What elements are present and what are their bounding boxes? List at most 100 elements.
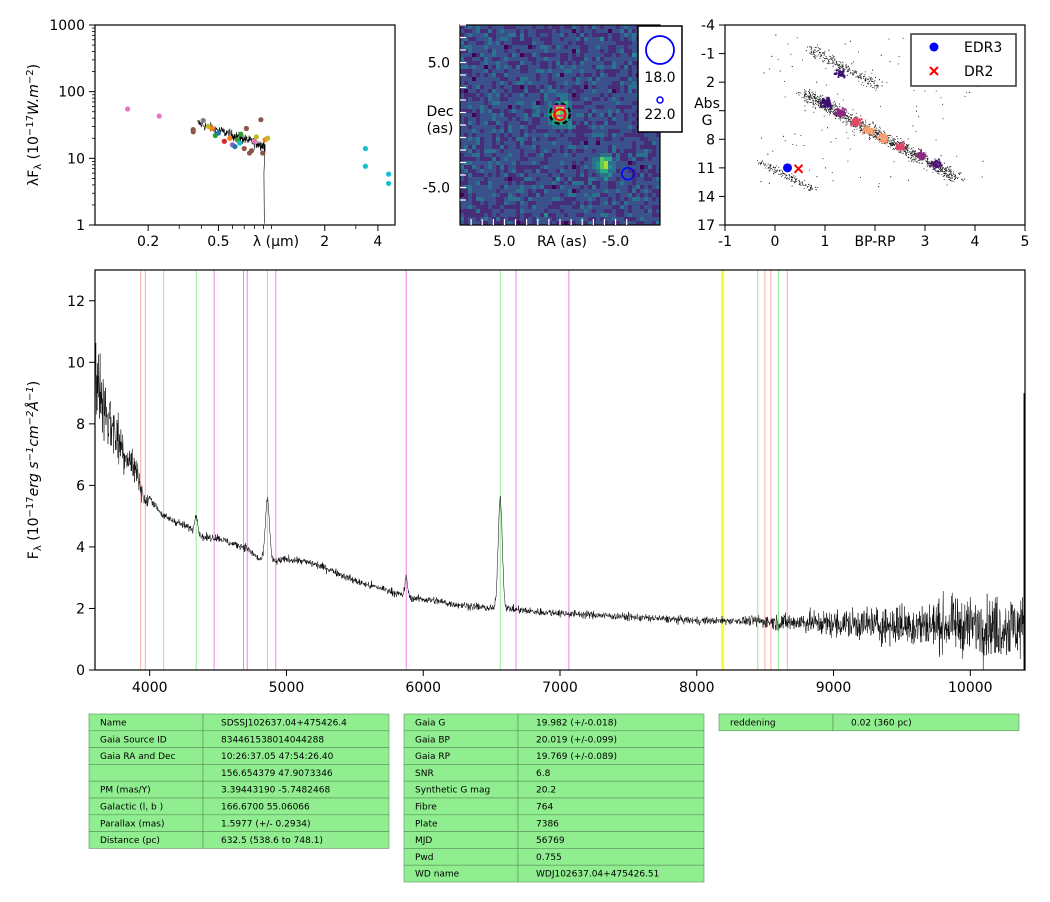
right-table: reddening 0.02 (360 pc) [718, 713, 1020, 732]
magnitude-legend: 18.0 22.0 [637, 25, 683, 133]
sed-x-axis-label: λ (μm) [253, 234, 299, 250]
middle-row-4-value: 20.2 [536, 786, 556, 796]
hr-y-axis-label-line2: G [702, 113, 713, 129]
hr-y-axis-label-line1: Abs [694, 96, 720, 112]
hr-y-tick-label-5: 14 [697, 189, 715, 205]
spectrum-line [95, 342, 1025, 670]
sed-point-29 [386, 180, 392, 187]
left-row-6-label: Parallax (mas) [100, 819, 164, 829]
sed-y-axis-label: λFλ (10−17W.m−2) [25, 64, 44, 186]
left-row-1-label: Gaia Source ID [100, 735, 167, 745]
middle-row-9-value: WDJ102637.04+475426.51 [536, 870, 659, 880]
sed-point-10 [227, 135, 233, 141]
sed-point-0 [125, 106, 131, 112]
legend-edr3-marker-icon [929, 42, 939, 52]
sed-y-tick-label-2: 100 [58, 85, 85, 101]
hr-y-tick-label-0: -4 [701, 18, 715, 34]
right-row-0-value-cell [832, 713, 1020, 732]
target-dashed-circle-icon [548, 102, 572, 125]
middle-row-5-value: 764 [536, 803, 553, 813]
left-row-0-label: Name [100, 719, 127, 729]
middle-table: Gaia G 19.982 (+/-0.018) Gaia BP 20.019 (+/… [403, 713, 705, 883]
legend-small-circle-icon [656, 96, 664, 104]
middle-row-0-value: 19.982 (+/-0.018) [536, 719, 617, 729]
spectrum-x-tick-label-5: 9000 [816, 680, 852, 696]
middle-row-2-value: 19.769 (+/-0.089) [536, 752, 617, 762]
middle-row-8-label: Pwd [415, 853, 434, 863]
legend-big-circle-icon [645, 35, 675, 65]
left-row-1-value: 834461538014044288 [221, 735, 324, 745]
sed-x-tick-label-3: 4 [373, 234, 382, 250]
image-y-tick-label-0: 5.0 [428, 56, 450, 72]
hr-y-tick-label-3: 8 [706, 132, 715, 148]
target-red-circle-icon [553, 108, 567, 122]
image-y-axis-label-line2: (as) [427, 121, 454, 137]
hr-x-axis-label: BP-RP [855, 234, 896, 250]
sed-x-tick-label-1: 0.5 [207, 234, 229, 250]
spectrum-y-tick-label-4: 8 [76, 417, 85, 433]
legend-dr2-label: DR2 [964, 64, 993, 80]
middle-row-5-label: Fibre [415, 803, 437, 813]
sed-point-9 [221, 138, 227, 144]
sed-point-17 [243, 125, 249, 132]
image-x-axis-label: RA (as) [537, 234, 587, 250]
sed-point-12 [232, 143, 238, 150]
middle-row-8-value: 0.755 [536, 853, 562, 863]
sed-point-1 [156, 113, 162, 119]
hr-edr3-point [783, 163, 792, 173]
image-panel: 5.0 -5.0 5.0 -5.0 RA (as) Dec (as) 18.0 22.… [423, 24, 683, 250]
sed-point-6 [209, 125, 215, 132]
spectrum-y-tick-label-2: 4 [76, 540, 85, 556]
image-y-axis-label-line1: Dec [426, 104, 453, 120]
sed-y-tick-label-0: 1 [76, 218, 85, 234]
hr-x-tick-label-1: 0 [771, 234, 780, 250]
left-row-4-value: 3.39443190 -5.7482468 [221, 786, 330, 796]
image-x-tick-label-0: 5.0 [493, 234, 515, 250]
image-y-tick-label-1: -5.0 [423, 181, 450, 197]
hr-diagram-panel: -1 0 1 3 4 5 -4 -1 2 8 11 14 17 BP-RP Abs G EDR3 DR2 [694, 18, 1029, 250]
sed-point-4 [200, 117, 206, 124]
sed-point-3 [190, 129, 196, 135]
middle-row-3-label: SNR [415, 769, 434, 779]
hr-legend-box [910, 33, 1017, 87]
middle-row-1-label: Gaia BP [415, 735, 451, 745]
sed-x-tick-label-0: 0.2 [137, 234, 159, 250]
left-table: Name SDSSJ102637.04+475426.4 Gaia Source I… [88, 713, 390, 849]
sed-point-26 [362, 145, 369, 152]
image-x-tick-label-1: -5.0 [602, 234, 629, 250]
sed-point-19 [248, 148, 255, 154]
sed-point-27 [362, 163, 369, 169]
sed-point-14 [237, 140, 243, 146]
sed-point-22 [258, 117, 264, 123]
hr-dr2-point [793, 164, 804, 174]
middle-row-6-value: 7386 [536, 819, 559, 829]
magnitude-legend-box [637, 25, 683, 133]
hr-x-tick-label-0: -1 [718, 234, 732, 250]
sed-point-15 [238, 131, 244, 137]
sed-x-tick-label-2: 2 [320, 234, 329, 250]
spectrum-y-tick-label-6: 12 [67, 294, 85, 310]
spectrum-x-tick-label-6: 10000 [948, 680, 993, 696]
sed-y-tick-label-1: 10 [67, 151, 85, 167]
sed-point-20 [251, 138, 258, 144]
spectrum-x-tick-label-1: 5000 [269, 680, 305, 696]
middle-row-7-label: MJD [415, 836, 432, 846]
left-row-7-value-cell [202, 831, 390, 849]
left-row-4-label: PM (mas/Y) [100, 786, 151, 796]
right-row-0-label: reddening [730, 719, 776, 729]
left-row-3-label-cell [88, 764, 204, 782]
middle-row-1-value: 20.019 (+/-0.099) [536, 735, 617, 745]
right-row-0-value: 0.02 (360 pc) [851, 719, 912, 729]
spectrum-x-tick-label-0: 4000 [132, 680, 168, 696]
spectrum-y-tick-label-3: 6 [76, 478, 85, 494]
spectrum-x-tick-label-4: 8000 [679, 680, 715, 696]
middle-row-4-label: Synthetic G mag [415, 786, 490, 796]
sed-point-28 [386, 171, 392, 177]
info-tables: Name SDSSJ102637.04+475426.4 Gaia Source I… [88, 713, 1020, 883]
neighbour-blue-circle-icon [621, 167, 635, 181]
left-row-7-value: 632.5 (538.6 to 748.1) [221, 836, 323, 846]
hr-y-tick-label-2: 2 [706, 75, 715, 91]
sed-point-25 [265, 135, 271, 141]
left-row-5-label: Galactic (l, b ) [100, 803, 163, 813]
sed-point-8 [215, 130, 222, 136]
